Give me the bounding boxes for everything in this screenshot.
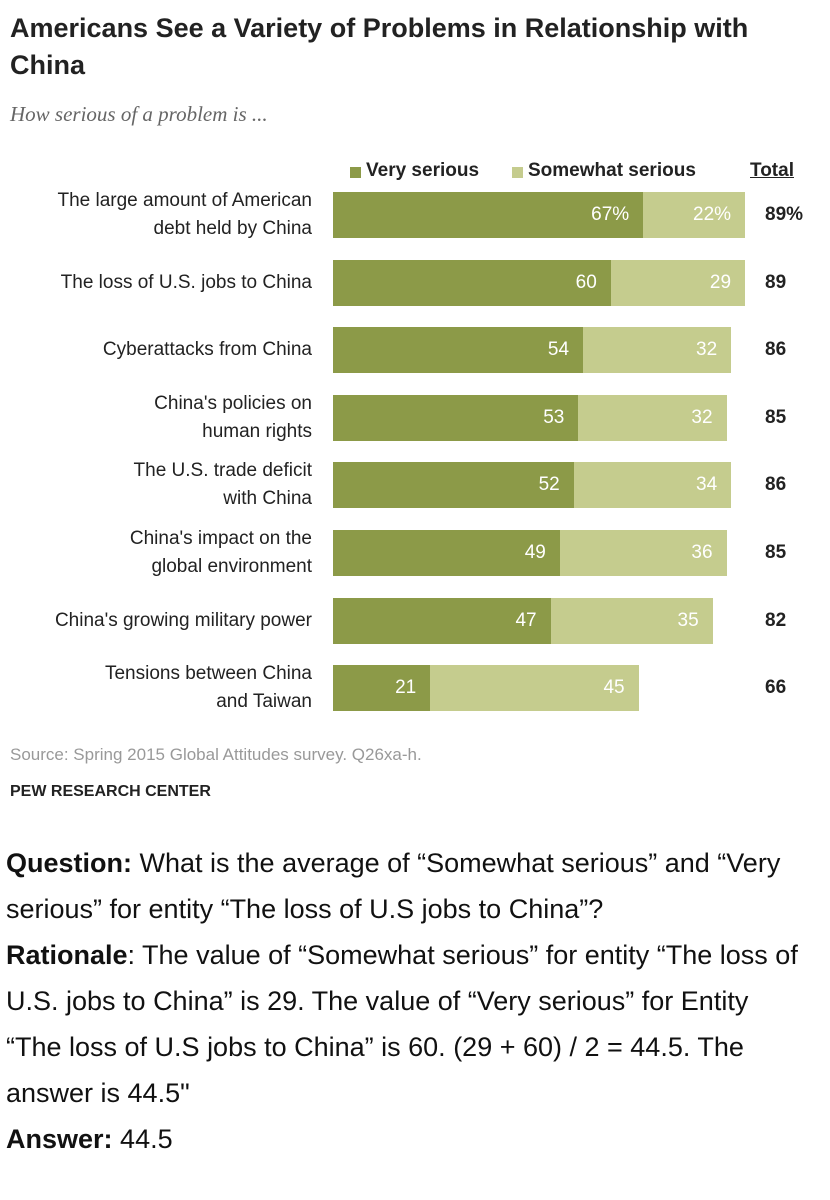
bar bbox=[333, 462, 574, 509]
total-value: 82 bbox=[765, 609, 787, 631]
value-label: 32 bbox=[691, 406, 713, 428]
legend-swatch bbox=[350, 167, 361, 178]
category-label: The U.S. trade deficit with China bbox=[133, 460, 312, 510]
value-label: 67% bbox=[591, 204, 630, 225]
bar bbox=[333, 394, 579, 441]
bar bbox=[610, 259, 746, 306]
bar bbox=[573, 462, 732, 509]
credit: PEW RESEARCH CENTER bbox=[10, 783, 211, 800]
value-label: 35 bbox=[677, 609, 699, 631]
qa-text: Question: What is the average of “Somewh… bbox=[6, 840, 806, 1162]
category-label: China's impact on the global environment bbox=[129, 528, 312, 577]
category-label: The large amount of American debt held b… bbox=[57, 190, 312, 239]
value-label: 60 bbox=[575, 271, 597, 293]
category-label: Tensions between China and Taiwan bbox=[104, 663, 312, 713]
rationale-label: Rationale bbox=[6, 940, 128, 970]
total-value: 66 bbox=[765, 677, 787, 699]
value-label: 53 bbox=[543, 406, 565, 428]
value-label: 54 bbox=[547, 339, 570, 361]
value-label: 47 bbox=[515, 609, 537, 631]
bar bbox=[643, 192, 746, 238]
question: Question: What is the average of “Somewh… bbox=[6, 840, 806, 932]
bar bbox=[333, 259, 611, 306]
value-label: 49 bbox=[524, 542, 546, 563]
value-label: 52 bbox=[538, 474, 560, 496]
answer-text: 44.5 bbox=[120, 1124, 173, 1154]
value-label: 34 bbox=[696, 474, 718, 496]
bar bbox=[583, 327, 732, 374]
legend-label: Somewhat serious bbox=[528, 160, 696, 181]
total-header: Total bbox=[750, 160, 794, 181]
rationale: Rationale: The value of “Somewhat seriou… bbox=[6, 932, 806, 1116]
total-value: 89 bbox=[765, 271, 787, 293]
category-label: China's growing military power bbox=[54, 609, 312, 631]
legend-label: Very serious bbox=[366, 160, 480, 181]
rationale-text: : The value of “Somewhat serious” for en… bbox=[6, 940, 798, 1108]
total-value: 86 bbox=[765, 339, 787, 361]
bar bbox=[333, 665, 431, 712]
category-label: Cyberattacks from China bbox=[102, 339, 312, 361]
category-label: China's policies on human rights bbox=[154, 392, 312, 442]
legend-swatch bbox=[512, 167, 523, 178]
bar bbox=[578, 394, 727, 441]
source: Source: Spring 2015 Global Attitudes sur… bbox=[10, 745, 422, 764]
question-text: What is the average of “Somewhat serious… bbox=[6, 848, 781, 924]
bar bbox=[550, 597, 713, 644]
category-label: The loss of U.S. jobs to China bbox=[60, 271, 312, 293]
total-value: 85 bbox=[765, 542, 787, 563]
bar bbox=[333, 192, 644, 238]
bar bbox=[559, 530, 727, 576]
total-value: 85 bbox=[765, 406, 787, 428]
bar bbox=[333, 530, 560, 576]
value-label: 45 bbox=[603, 677, 625, 699]
total-value: 86 bbox=[765, 474, 787, 496]
bar bbox=[430, 665, 639, 712]
answer-label: Answer: bbox=[6, 1124, 113, 1154]
value-label: 36 bbox=[691, 542, 713, 563]
value-label: 22% bbox=[693, 204, 732, 225]
chart-title: Americans See a Variety of Problems in R… bbox=[10, 13, 749, 80]
chart-subtitle: How serious of a problem is ... bbox=[10, 102, 268, 126]
question-label: Question: bbox=[6, 848, 132, 878]
bar bbox=[333, 597, 551, 644]
value-label: 29 bbox=[709, 271, 732, 293]
value-label: 21 bbox=[395, 677, 417, 699]
bar bbox=[333, 327, 584, 374]
value-label: 32 bbox=[696, 339, 718, 361]
total-value: 89% bbox=[765, 204, 804, 225]
answer: Answer: 44.5 bbox=[6, 1116, 806, 1162]
